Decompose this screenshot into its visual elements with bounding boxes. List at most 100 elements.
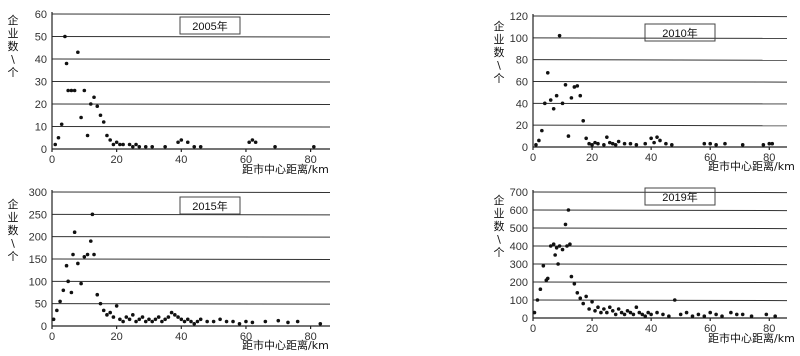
gridline bbox=[51, 258, 331, 260]
y-axis-label: 企业数\个 bbox=[494, 193, 505, 259]
y-tick-label: 10 bbox=[35, 122, 47, 134]
data-point bbox=[176, 315, 180, 319]
data-point bbox=[179, 138, 184, 142]
data-point bbox=[538, 287, 543, 292]
data-point bbox=[92, 95, 96, 100]
y-tick-label: 80 bbox=[516, 55, 528, 67]
y-tick-label: 0 bbox=[522, 313, 528, 325]
data-point bbox=[179, 317, 184, 322]
data-point bbox=[263, 319, 268, 324]
data-point bbox=[670, 143, 674, 147]
data-point bbox=[114, 140, 119, 145]
data-point bbox=[192, 144, 197, 149]
x-tick-label: 0 bbox=[530, 323, 536, 335]
data-point bbox=[276, 318, 281, 323]
data-point bbox=[610, 141, 615, 146]
gridline bbox=[532, 37, 788, 39]
gridline bbox=[51, 213, 331, 216]
data-point bbox=[231, 319, 235, 324]
data-point bbox=[218, 317, 222, 322]
data-point bbox=[192, 321, 197, 326]
y-tick-label: 100 bbox=[29, 276, 47, 288]
data-point bbox=[140, 315, 145, 319]
data-point bbox=[578, 296, 583, 301]
gridline bbox=[51, 58, 331, 60]
x-axis-label: 距市中心距离/km bbox=[242, 162, 329, 176]
data-point bbox=[71, 252, 75, 257]
gridline bbox=[532, 227, 788, 230]
data-point bbox=[134, 319, 138, 324]
data-point bbox=[740, 312, 745, 317]
y-tick-label: 60 bbox=[516, 77, 528, 89]
y-tick-label: 700 bbox=[510, 187, 528, 199]
data-point bbox=[108, 138, 112, 142]
data-point bbox=[312, 144, 316, 149]
chart-panel: 0 100 200 300 400 500 600 700 0 20 40 60 80 2019年距市中心… bbox=[494, 187, 795, 345]
chart-title: 2019年 bbox=[662, 190, 697, 204]
data-point bbox=[616, 139, 621, 144]
chart-title: 2015年 bbox=[192, 199, 227, 213]
data-point bbox=[590, 143, 594, 147]
gridline bbox=[532, 281, 788, 284]
data-point bbox=[560, 247, 565, 252]
data-point bbox=[596, 141, 600, 146]
data-point bbox=[593, 140, 597, 145]
data-point bbox=[205, 319, 209, 324]
data-point bbox=[160, 319, 164, 324]
data-point bbox=[734, 312, 739, 317]
gridline bbox=[532, 263, 788, 266]
data-point bbox=[111, 315, 116, 319]
data-point bbox=[661, 312, 665, 317]
x-tick-label: 40 bbox=[175, 154, 187, 166]
data-point bbox=[121, 319, 125, 324]
data-point bbox=[587, 141, 591, 146]
data-point bbox=[631, 312, 636, 317]
data-point bbox=[554, 246, 559, 250]
data-point bbox=[131, 144, 135, 149]
gridline bbox=[51, 103, 331, 105]
data-point bbox=[634, 143, 639, 147]
title-box bbox=[179, 196, 241, 215]
data-point bbox=[548, 98, 553, 102]
data-point bbox=[76, 261, 80, 266]
gridline bbox=[51, 280, 331, 283]
data-point bbox=[575, 84, 580, 88]
x-tick-label: 40 bbox=[175, 331, 187, 343]
data-point bbox=[667, 314, 671, 319]
data-point bbox=[634, 305, 639, 310]
y-tick-label: 250 bbox=[29, 209, 47, 221]
data-point bbox=[545, 70, 550, 75]
data-point bbox=[572, 282, 577, 286]
data-point bbox=[182, 319, 187, 324]
data-point bbox=[770, 141, 775, 146]
data-point bbox=[535, 298, 540, 302]
data-point bbox=[628, 310, 633, 315]
x-axis-label: 距市中心距离/km bbox=[708, 159, 795, 173]
data-point bbox=[198, 144, 203, 149]
y-tick-label: 50 bbox=[35, 32, 47, 44]
data-point bbox=[143, 319, 148, 324]
data-point bbox=[64, 61, 69, 66]
x-tick-label: 60 bbox=[704, 323, 716, 335]
data-point bbox=[137, 144, 142, 149]
data-point bbox=[64, 263, 69, 268]
data-point bbox=[150, 319, 155, 324]
data-point bbox=[658, 138, 662, 143]
data-point bbox=[131, 313, 135, 317]
data-point bbox=[690, 314, 695, 319]
gridline bbox=[532, 102, 788, 105]
data-point bbox=[637, 310, 642, 315]
gridline bbox=[532, 59, 788, 61]
data-point bbox=[85, 133, 90, 138]
title-box bbox=[179, 16, 241, 35]
data-point bbox=[557, 33, 562, 38]
data-point bbox=[740, 143, 745, 147]
data-point bbox=[66, 279, 70, 284]
data-point bbox=[619, 310, 624, 315]
data-point bbox=[557, 244, 562, 248]
data-point bbox=[563, 222, 568, 227]
x-tick-label: 80 bbox=[763, 323, 775, 335]
data-point bbox=[696, 312, 701, 317]
data-point bbox=[286, 320, 290, 325]
